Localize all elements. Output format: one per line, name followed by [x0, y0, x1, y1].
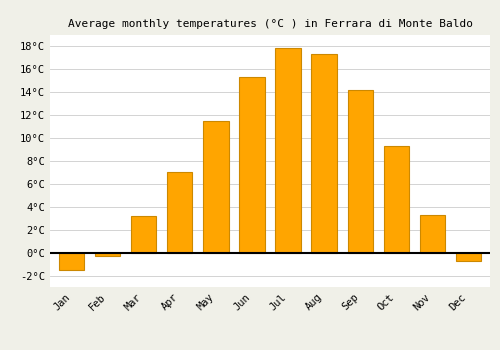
Bar [59, 253, 84, 270]
Bar [95, 253, 120, 256]
Bar [312, 55, 336, 253]
Bar [131, 216, 156, 253]
Bar [384, 146, 409, 253]
Bar [276, 48, 300, 253]
Bar [204, 121, 229, 253]
Bar [420, 215, 445, 253]
Bar [167, 173, 192, 253]
Title: Average monthly temperatures (°C ) in Ferrara di Monte Baldo: Average monthly temperatures (°C ) in Fe… [68, 19, 472, 29]
Bar [240, 77, 264, 253]
Bar [348, 90, 373, 253]
Bar [456, 253, 481, 261]
